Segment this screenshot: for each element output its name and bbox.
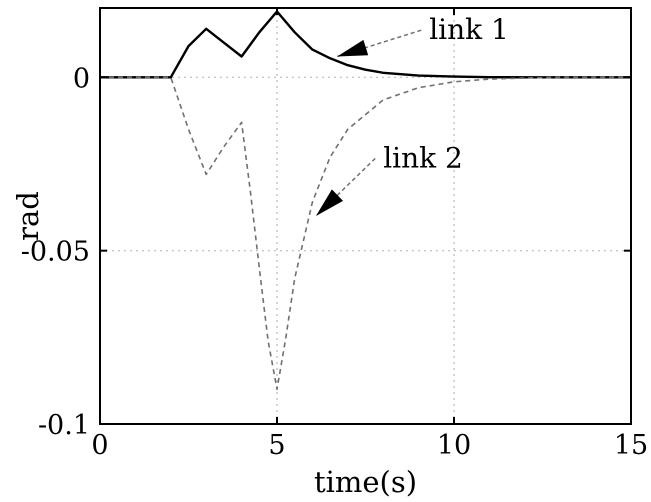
plot-frame bbox=[99, 7, 632, 425]
y-tick-label: -0.1 bbox=[38, 410, 90, 441]
y-tick-label: -0.05 bbox=[21, 237, 90, 268]
tick-layer: 0 5 10 15 0 -0.05 -0.1 bbox=[21, 8, 648, 461]
annotation-arrowhead bbox=[315, 189, 344, 216]
series-line-1 bbox=[100, 10, 631, 79]
x-axis-label: time(s) bbox=[314, 465, 417, 499]
x-tick-label: 10 bbox=[437, 430, 471, 461]
grid bbox=[100, 8, 631, 424]
series-layer bbox=[100, 10, 631, 391]
annotation-layer: link 1 link 2 bbox=[315, 13, 509, 217]
x-tick-label: 15 bbox=[614, 430, 648, 461]
series-line-2 bbox=[100, 76, 631, 391]
annotation-label: link 2 bbox=[383, 141, 463, 174]
x-tick-label: 5 bbox=[268, 430, 285, 461]
x-tick-label: 0 bbox=[91, 430, 108, 461]
annotation-arrowhead bbox=[337, 39, 369, 57]
y-axis-label: rad bbox=[11, 191, 45, 241]
y-tick-label: 0 bbox=[73, 63, 90, 94]
annotation-label: link 1 bbox=[429, 13, 509, 46]
